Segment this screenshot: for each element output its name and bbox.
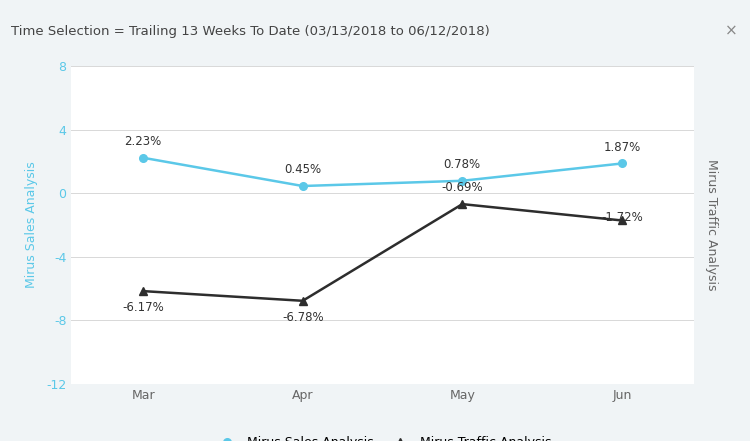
Text: 0.78%: 0.78%	[444, 158, 481, 171]
Legend: Mirus Sales Analysis, Mirus Traffic Analysis: Mirus Sales Analysis, Mirus Traffic Anal…	[209, 431, 556, 441]
Text: 0.45%: 0.45%	[284, 163, 321, 176]
Text: ×: ×	[724, 24, 737, 39]
Text: Time Selection = Trailing 13 Weeks To Date (03/13/2018 to 06/12/2018): Time Selection = Trailing 13 Weeks To Da…	[11, 25, 490, 37]
Y-axis label: Mirus Traffic Analysis: Mirus Traffic Analysis	[705, 159, 718, 291]
Text: -6.17%: -6.17%	[122, 301, 164, 314]
Y-axis label: Mirus Sales Analysis: Mirus Sales Analysis	[25, 161, 38, 288]
Text: 1.87%: 1.87%	[603, 141, 640, 154]
Text: 2.23%: 2.23%	[124, 135, 162, 148]
Text: -6.78%: -6.78%	[282, 310, 323, 324]
Text: -1.72%: -1.72%	[601, 211, 643, 224]
Text: -0.69%: -0.69%	[442, 181, 483, 194]
